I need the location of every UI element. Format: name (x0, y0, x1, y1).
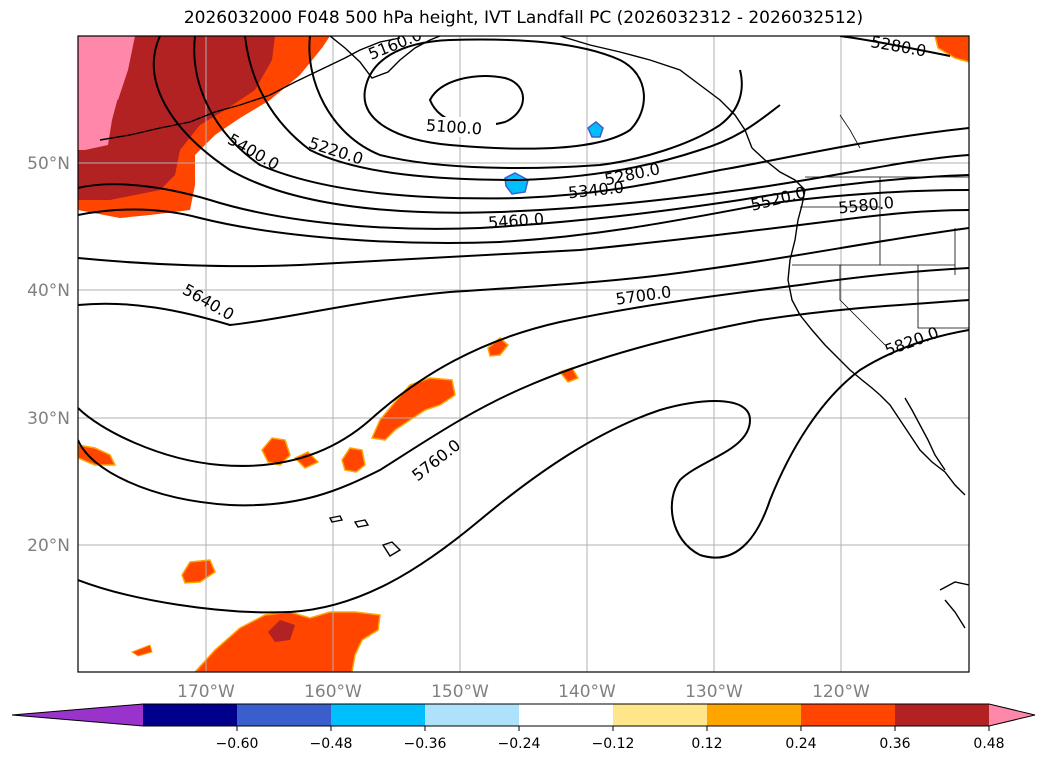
colorbar-tick-label: −0.24 (498, 736, 541, 752)
contour-5520 (78, 189, 969, 244)
contour-5340 (193, 36, 969, 200)
colorbar-segment (519, 704, 614, 726)
colorbar-tick-label: −0.60 (216, 736, 259, 752)
lat-label-50n: 50°N (27, 154, 70, 174)
colorbar-tick-label: 0.12 (691, 736, 722, 752)
colorbar-extend-high (989, 704, 1035, 726)
contour-label-5700: 5700.0 (614, 282, 672, 309)
contour-label-5820: 5820.0 (882, 323, 941, 360)
lon-label-170w: 170°W (177, 682, 235, 702)
colorbar-tick-label: −0.36 (404, 736, 447, 752)
contour-5400 (152, 36, 969, 214)
contour-5820 (78, 329, 969, 614)
contour-label-5400: 5400.0 (225, 130, 283, 174)
map-area: 5100.0 5160.0 5220.0 5280.0 5280.0 5340.… (78, 25, 969, 672)
colorbar-extend-low (12, 704, 143, 726)
contour-label-5100: 5100.0 (425, 116, 482, 139)
lon-label-120w: 120°W (812, 682, 870, 702)
ivt-area-central-4 (293, 451, 320, 469)
map-frame (77, 35, 970, 673)
lon-axis: 170°W 160°W 150°W 140°W 130°W 120°W (177, 682, 870, 702)
colorbar-tick-label: 0.36 (879, 736, 910, 752)
gridlines (78, 36, 969, 672)
contour-5580 (78, 209, 969, 268)
ivt-area-central-2 (341, 447, 366, 473)
ivt-area-west-2 (181, 559, 216, 584)
ivt-area-nw-048 (78, 36, 275, 200)
contour-5760 (78, 299, 969, 507)
map-title: 2026032000 F048 500 hPa height, IVT Land… (183, 8, 864, 28)
contour-label-5340: 5340.0 (567, 178, 625, 203)
lon-label-150w: 150°W (431, 682, 489, 702)
colorbar-segment (707, 704, 802, 726)
colorbar-segment (895, 704, 990, 726)
colorbar-segment (613, 704, 708, 726)
height-contours (78, 36, 969, 614)
contour-label-group: 5100.0 5160.0 5220.0 5280.0 5280.0 5340.… (179, 25, 941, 485)
contour-5700 (78, 267, 969, 467)
contour-5280-ne (839, 36, 951, 57)
colorbar-segment (331, 704, 426, 726)
lon-label-130w: 130°W (685, 682, 743, 702)
colorbar-tick-label: −0.12 (592, 736, 635, 752)
lon-label-160w: 160°W (304, 682, 362, 702)
borders (792, 114, 969, 346)
colorbar-segment (143, 704, 238, 726)
colorbar-tick-label: 0.24 (785, 736, 816, 752)
contour-5280 (244, 36, 781, 182)
ivt-area-west-edge (78, 444, 117, 466)
coastlines (99, 36, 969, 629)
lat-label-20n: 20°N (27, 536, 70, 556)
lat-axis: 50°N 40°N 30°N 20°N (27, 154, 70, 556)
ivt-area-ne-036 (934, 36, 969, 63)
colorbar-segment (237, 704, 332, 726)
contour-5220 (308, 36, 743, 169)
contour-5460 (78, 174, 969, 230)
colorbar: −0.60 −0.48 −0.36 −0.24 −0.12 0.12 0.24 0.36 0.4… (11, 703, 1036, 752)
ivt-area-central-3 (261, 437, 291, 466)
colorbar-tick-label: 0.48 (973, 736, 1004, 752)
ivt-area-neg-1 (504, 172, 529, 195)
ivt-shading (78, 36, 969, 672)
ivt-area-south-small (130, 644, 153, 657)
contour-5160 (363, 38, 645, 150)
ivt-area-central-1 (370, 377, 456, 441)
ivt-area-neg-2 (587, 121, 604, 138)
colorbar-segment (425, 704, 520, 726)
ivt-area-south-048 (268, 620, 295, 642)
contour-label-5760: 5760.0 (408, 435, 464, 484)
ivt-area-nw-060-b (110, 36, 135, 100)
ivt-area-south-036 (193, 611, 381, 672)
colorbar-segment (801, 704, 896, 726)
lat-label-30n: 30°N (27, 409, 70, 429)
contour-label-5640: 5640.0 (179, 280, 237, 324)
lon-label-140w: 140°W (558, 682, 616, 702)
ivt-area-central-5 (487, 337, 510, 357)
contour-label-5160: 5160.0 (365, 25, 424, 64)
colorbar-tick-label: −0.48 (310, 736, 353, 752)
contour-5640 (78, 227, 969, 327)
lat-label-40n: 40°N (27, 281, 70, 301)
contour-label-5460: 5460.0 (487, 209, 544, 232)
colorbar-outline (11, 703, 1036, 727)
